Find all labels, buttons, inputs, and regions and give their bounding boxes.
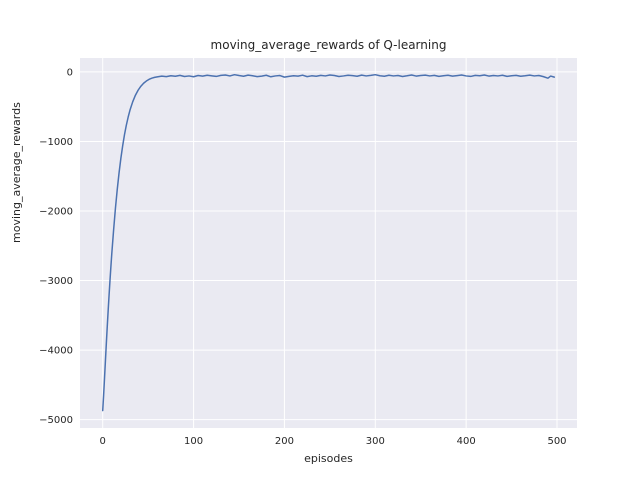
chart-title: moving_average_rewards of Q-learning — [210, 38, 447, 52]
axes-background — [80, 58, 577, 428]
y-tick-label: 0 — [67, 67, 73, 78]
x-tick-label: 200 — [275, 436, 294, 447]
x-tick-label: 500 — [547, 436, 566, 447]
x-tick-label: 100 — [184, 436, 203, 447]
x-tick-label: 400 — [457, 436, 476, 447]
x-tick-label: 0 — [100, 436, 106, 447]
x-axis-label: episodes — [304, 452, 353, 465]
y-tick-label: −5000 — [39, 415, 73, 426]
y-tick-label: −3000 — [39, 276, 73, 287]
y-tick-label: −4000 — [39, 346, 73, 357]
y-tick-label: −2000 — [39, 207, 73, 218]
data-line — [101, 73, 556, 412]
x-tick-label: 300 — [366, 436, 385, 447]
y-tick-label: −1000 — [39, 137, 73, 148]
